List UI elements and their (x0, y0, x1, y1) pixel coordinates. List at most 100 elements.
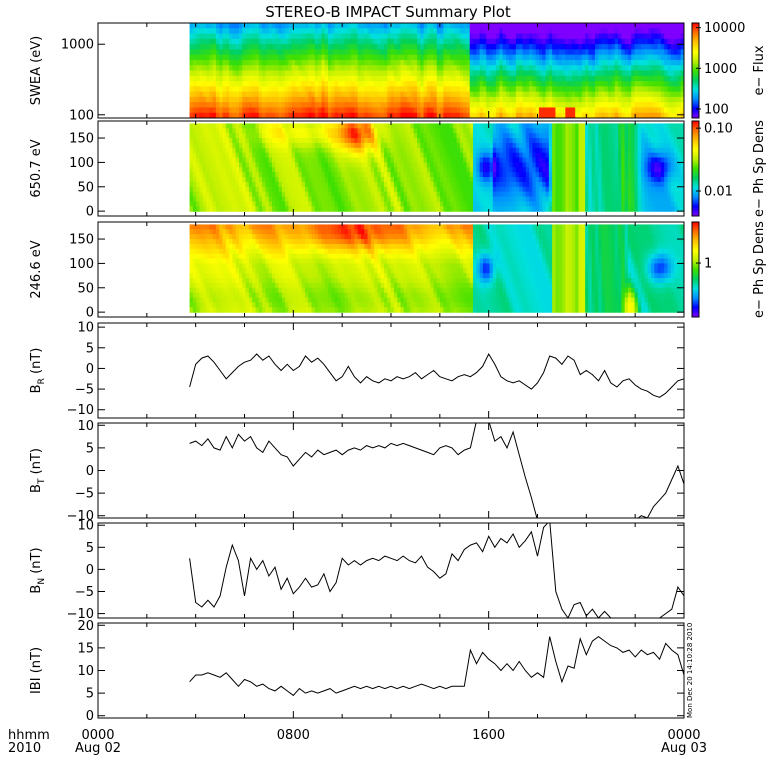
heatmap-cell (291, 49, 296, 56)
heatmap-cell (407, 44, 412, 50)
heatmap-cell (486, 133, 491, 139)
heatmap-cell (229, 49, 234, 56)
heatmap-cell (463, 91, 468, 98)
heatmap-cell (601, 38, 606, 45)
heatmap-cell (331, 181, 336, 188)
heatmap-cell (509, 186, 514, 193)
heatmap-cell (456, 147, 461, 154)
heatmap-cell (347, 177, 352, 183)
heatmap-cell (644, 75, 649, 82)
heatmap-cell (611, 96, 616, 103)
heatmap-cell (611, 107, 616, 114)
heatmap-cell (295, 112, 299, 118)
heatmap-cell (545, 91, 550, 98)
heatmap-cell (519, 102, 524, 109)
heatmap-cell (278, 177, 283, 183)
heatmap-cell (581, 33, 586, 40)
heatmap-cell (443, 65, 448, 72)
heatmap-cell (265, 167, 270, 173)
heatmap-cell (239, 162, 243, 168)
heatmap-cell (341, 44, 346, 50)
heatmap-cell (677, 96, 682, 103)
heatmap-cell (357, 70, 362, 77)
heatmap-cell (222, 152, 227, 159)
heatmap-cell (235, 167, 240, 173)
heatmap-cell (235, 107, 240, 114)
heatmap-cell (519, 152, 524, 159)
heatmap-cell (239, 107, 243, 114)
heatmap-cell (436, 86, 441, 93)
heatmap-cell (248, 23, 253, 29)
heatmap-cell (321, 28, 326, 35)
heatmap-cell (212, 142, 217, 149)
heatmap-cell (380, 147, 385, 154)
heatmap-cell (611, 112, 616, 118)
heatmap-cell (463, 123, 468, 129)
heatmap-cell (410, 147, 415, 154)
heatmap-cell (489, 196, 494, 202)
heatmap-cell (390, 152, 395, 159)
heatmap-cell (295, 167, 299, 173)
heatmap-cell (529, 38, 533, 45)
heatmap-cell (512, 65, 517, 72)
heatmap-cell (581, 152, 586, 159)
heatmap-cell (618, 91, 622, 98)
heatmap-cell (581, 86, 586, 93)
heatmap-cell (509, 201, 514, 207)
heatmap-cell (654, 96, 659, 103)
heatmap-cell (631, 81, 636, 87)
heatmap-cell (627, 23, 632, 29)
heatmap-cell (558, 91, 563, 98)
heatmap-cell (397, 181, 402, 188)
heatmap-cell (202, 28, 207, 35)
heatmap-cell (384, 59, 388, 66)
heatmap-cell (453, 186, 458, 193)
heatmap-cell (568, 177, 573, 183)
heatmap-cell (548, 59, 553, 66)
heatmap-cell (634, 75, 639, 82)
heatmap-cell (219, 28, 224, 35)
heatmap-cell (459, 107, 464, 114)
heatmap-cell (624, 44, 629, 50)
heatmap-cell (400, 133, 405, 139)
heatmap-cell (420, 23, 425, 29)
heatmap-cell (529, 206, 533, 212)
heatmap-cell (334, 86, 339, 93)
heatmap-cell (360, 44, 365, 50)
heatmap-cell (571, 123, 576, 129)
heatmap-cell (199, 123, 204, 129)
heatmap-cell (328, 65, 332, 72)
heatmap-cell (328, 128, 332, 134)
heatmap-cell (242, 201, 247, 207)
heatmap-cell (222, 172, 227, 178)
heatmap-cell (278, 91, 283, 98)
heatmap-cell (581, 206, 586, 212)
heatmap-cell (443, 49, 448, 56)
heatmap-cell (647, 81, 652, 87)
heatmap-cell (192, 59, 197, 66)
heatmap-cell (192, 38, 197, 45)
heatmap-cell (417, 177, 421, 183)
heatmap-cell (328, 152, 332, 159)
heatmap-cell (295, 86, 299, 93)
heatmap-cell (542, 96, 547, 103)
heatmap-cell (298, 162, 303, 168)
heatmap-cell (506, 162, 510, 168)
heatmap-cell (199, 157, 204, 164)
heatmap-cell (631, 28, 636, 35)
heatmap-cell (387, 44, 392, 50)
heatmap-cell (357, 138, 362, 144)
heatmap-cell (344, 147, 349, 154)
heatmap-cell (281, 44, 286, 50)
heatmap-cell (347, 206, 352, 212)
heatmap-cell (482, 102, 487, 109)
heatmap-cell (538, 133, 543, 139)
heatmap-cell (377, 49, 382, 56)
heatmap-cell (535, 152, 540, 159)
heatmap-cell (255, 206, 260, 212)
heatmap-cell (631, 70, 636, 77)
heatmap-cell (469, 186, 474, 193)
heatmap-cell (459, 49, 464, 56)
y-tick-label: 1000 (61, 38, 94, 53)
heatmap-cell (496, 138, 501, 144)
